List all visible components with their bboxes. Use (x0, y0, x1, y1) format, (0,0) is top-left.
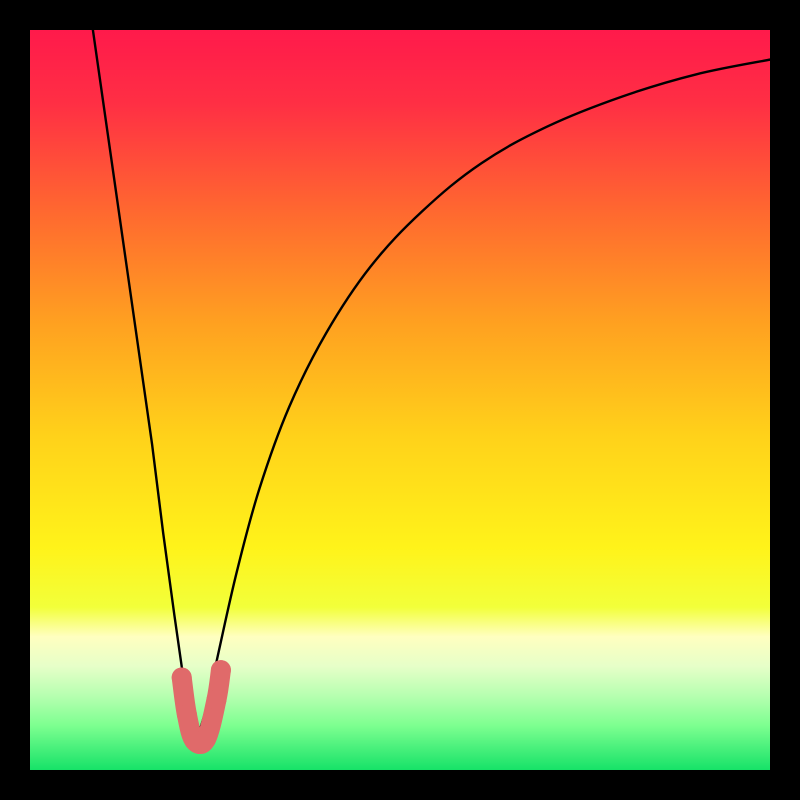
trough-marker (177, 705, 197, 725)
trough-marker (211, 660, 231, 680)
bottleneck-curve-plot (0, 0, 800, 800)
chart-stage: TheBottleneck.com (0, 0, 800, 800)
trough-marker (206, 690, 226, 710)
trough-marker (196, 729, 216, 749)
trough-marker (172, 668, 192, 688)
gradient-background (30, 30, 770, 770)
